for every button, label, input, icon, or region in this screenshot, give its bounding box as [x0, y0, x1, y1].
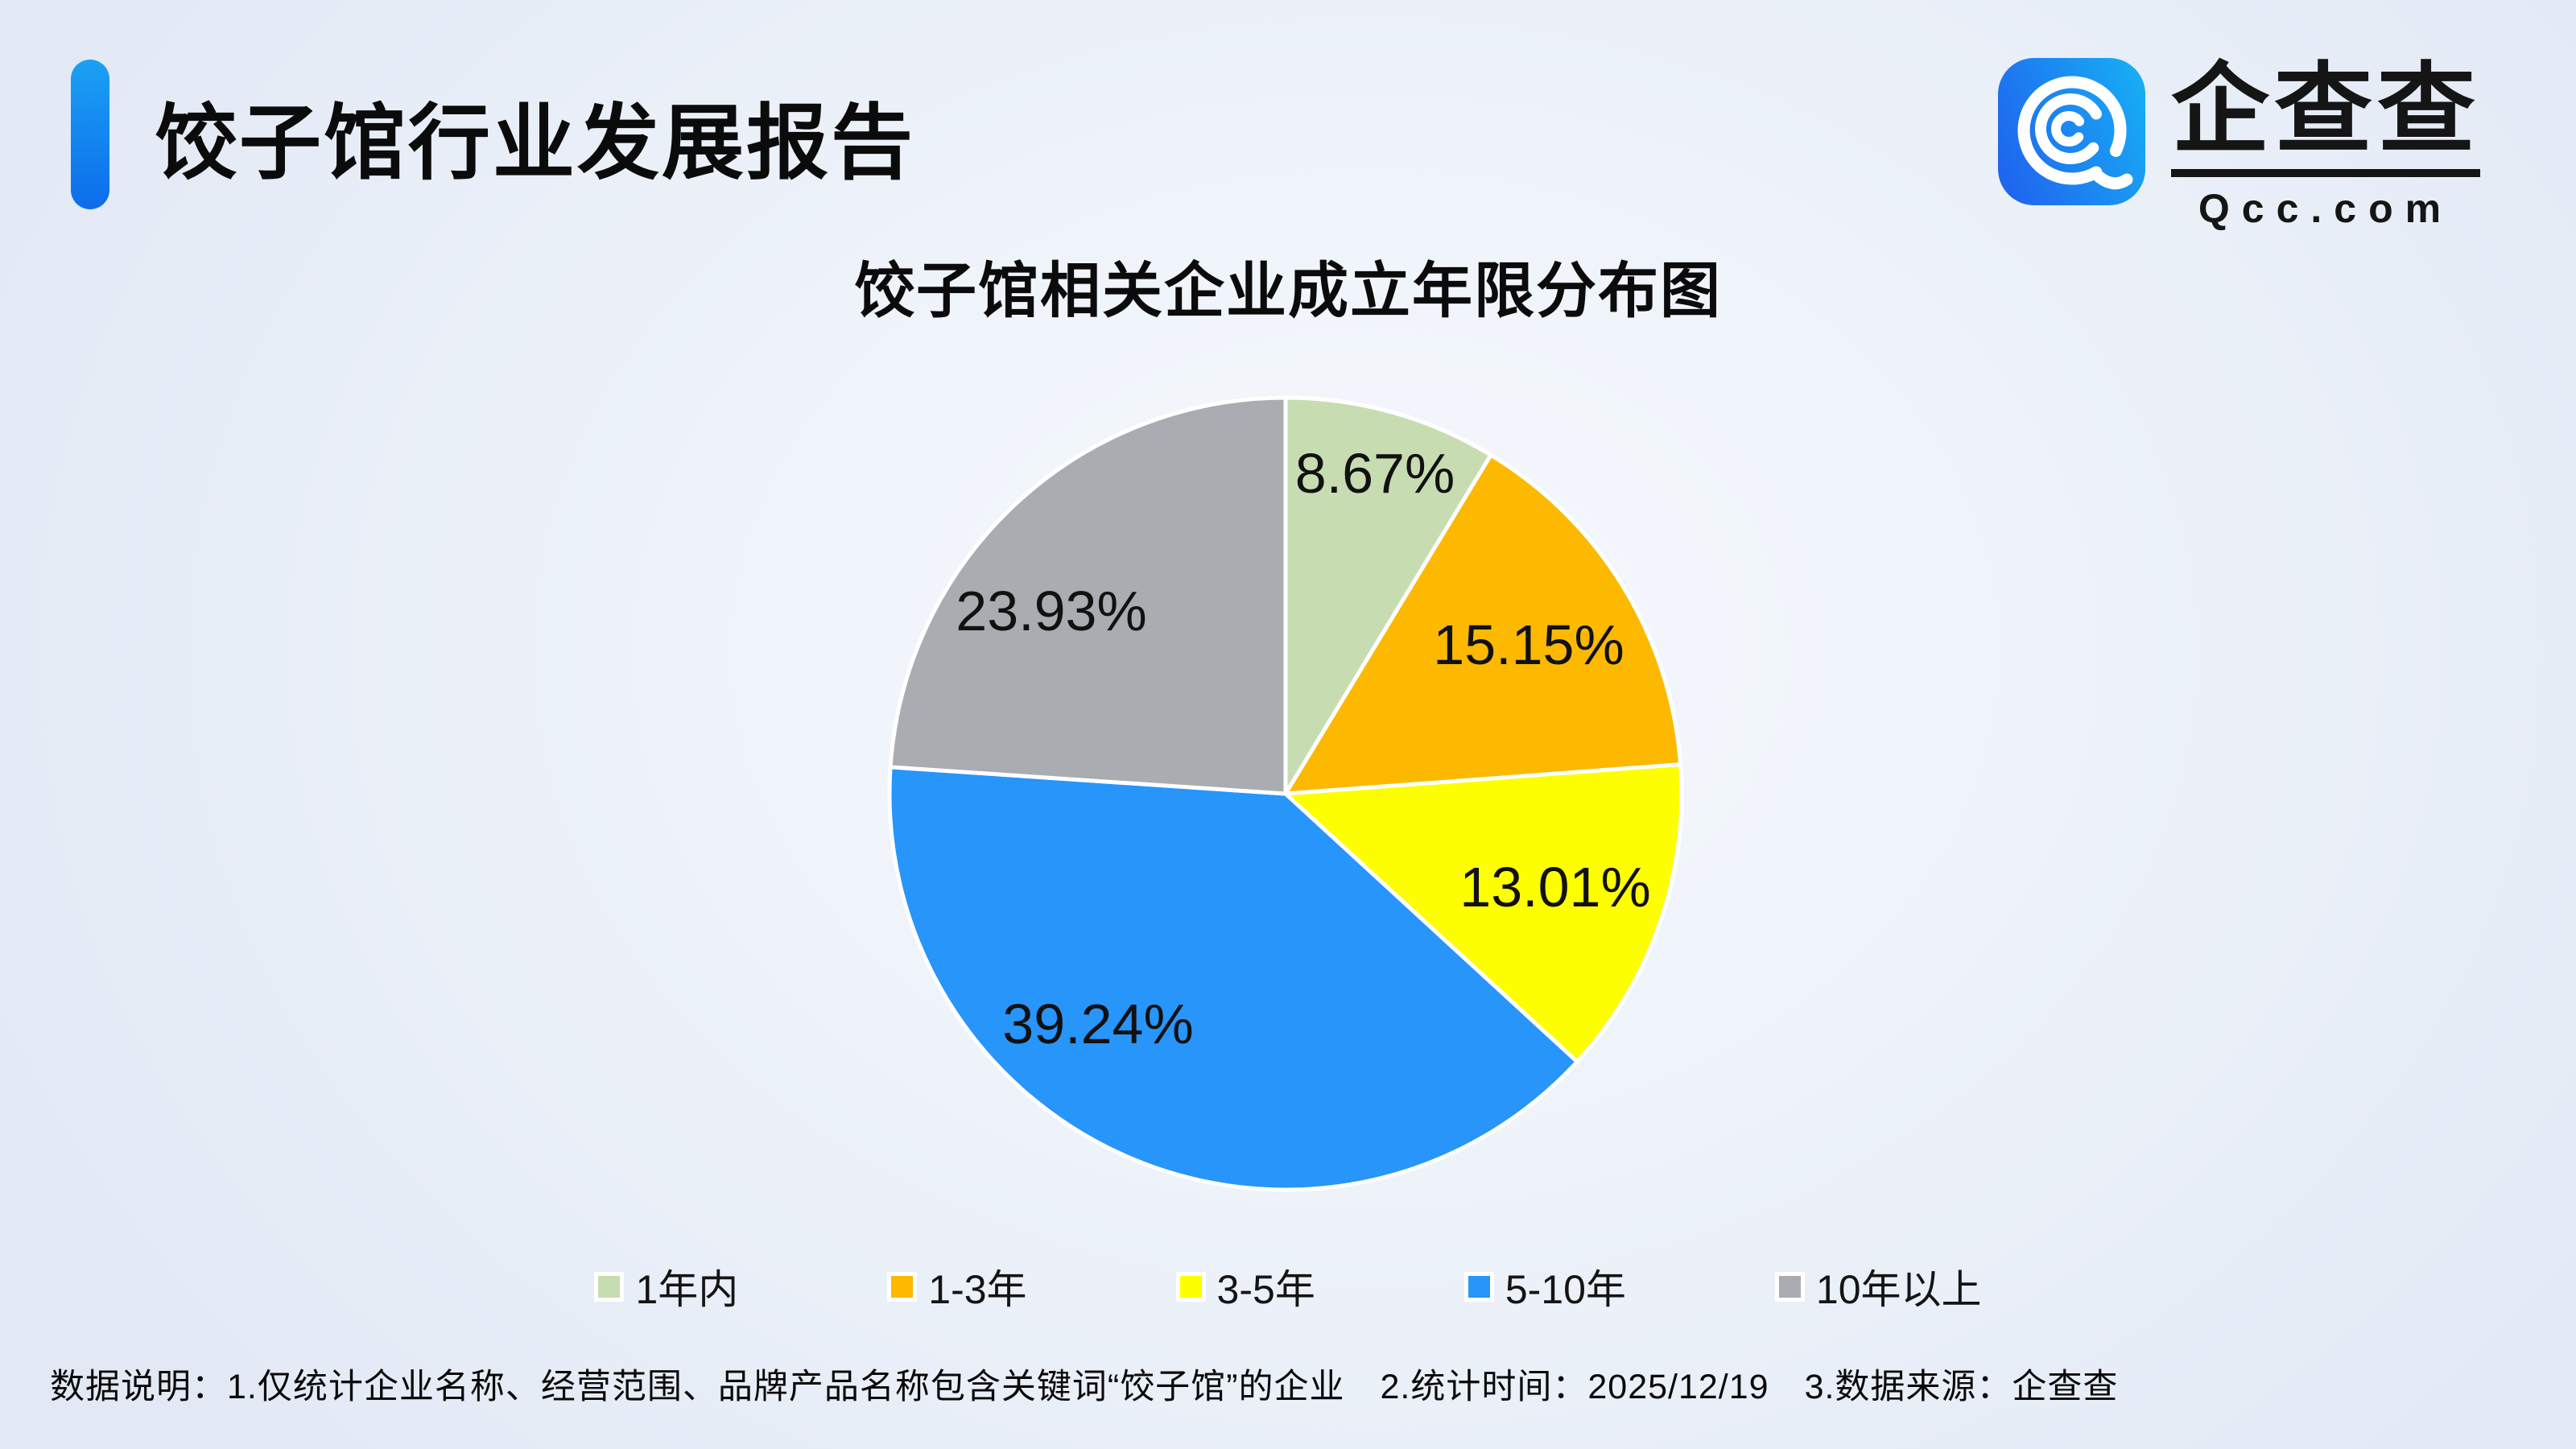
legend-item-5-10年: 5-10年 — [1463, 1257, 1626, 1315]
pie-slice-1-3年 — [1283, 452, 1683, 796]
legend-swatch — [887, 1271, 918, 1302]
pie-label-1-3年: 15.15% — [1433, 613, 1624, 676]
pie-label-3-5年: 13.01% — [1459, 856, 1650, 919]
legend-label: 10年以上 — [1815, 1267, 1982, 1312]
pie-label-5-10年: 39.24% — [1002, 993, 1193, 1055]
legend-label: 3-5年 — [1216, 1267, 1315, 1312]
qcc-brand-name: 企查查 — [2171, 58, 2480, 178]
chart-title: 饺子馆相关企业成立年限分布图 — [853, 257, 1722, 324]
legend-item-1年内: 1年内 — [594, 1257, 738, 1315]
pie-slice-3-5年 — [1283, 762, 1684, 1064]
legend-swatch — [1175, 1271, 1206, 1302]
legend-swatch — [1463, 1271, 1494, 1302]
legend-label: 5-10年 — [1505, 1267, 1626, 1312]
legend-item-1-3年: 1-3年 — [887, 1257, 1027, 1315]
data-notes: 数据说明：1.仅统计企业名称、经营范围、品牌产品名称包含关键词“饺子馆”的企业 … — [50, 1368, 2119, 1406]
pie-slice-10年以上 — [888, 395, 1288, 796]
legend: 1年内 1-3年 3-5年 5-10年 10年以上 — [0, 1257, 2576, 1315]
legend-item-3-5年: 3-5年 — [1175, 1257, 1315, 1315]
legend-swatch — [1774, 1271, 1805, 1302]
pie-label-10年以上: 23.93% — [956, 580, 1146, 642]
report-title: 饺子馆行业发展报告 — [155, 97, 915, 189]
pie-slice-5-10年 — [887, 765, 1579, 1192]
title-accent-bar — [71, 60, 109, 209]
pie-slice-1年内 — [1283, 395, 1493, 796]
legend-label: 1-3年 — [928, 1267, 1027, 1312]
legend-item-10年以上: 10年以上 — [1774, 1257, 1982, 1315]
qcc-logo-text: 企查查 Qcc.com — [2171, 58, 2480, 232]
qcc-domain: Qcc.com — [2198, 186, 2454, 232]
qcc-magnifier-icon — [1998, 58, 2145, 205]
pie-label-1年内: 8.67% — [1295, 442, 1455, 505]
qcc-logo: 企查查 Qcc.com — [1998, 58, 2480, 232]
legend-swatch — [594, 1271, 625, 1302]
legend-label: 1年内 — [635, 1267, 739, 1312]
